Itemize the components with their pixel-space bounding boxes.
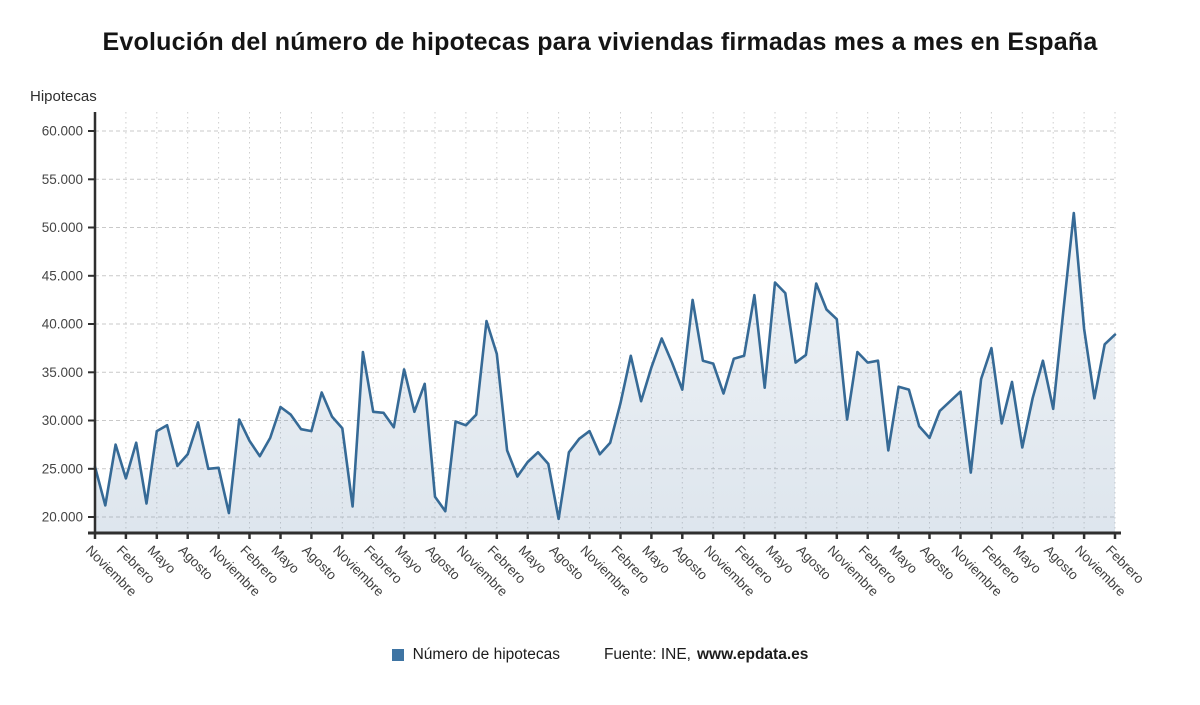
source-prefix: Fuente: INE, xyxy=(603,646,691,663)
svg-text:45.000: 45.000 xyxy=(42,268,83,283)
svg-text:30.000: 30.000 xyxy=(42,413,83,428)
page-title: Evolución del número de hipotecas para v… xyxy=(102,28,1098,56)
svg-text:55.000: 55.000 xyxy=(42,172,83,187)
source-note: Fuente: INE, www.epdata.es xyxy=(604,646,808,664)
svg-text:60.000: 60.000 xyxy=(42,124,83,139)
x-axis-labels: NoviembreFebreroMayoAgostoNoviembreFebre… xyxy=(83,543,1147,600)
legend-swatch-icon xyxy=(391,649,404,661)
svg-text:40.000: 40.000 xyxy=(42,317,83,332)
svg-text:25.000: 25.000 xyxy=(42,461,83,476)
y-axis-title: Hipotecas xyxy=(30,88,97,105)
legend-label: Número de hipotecas xyxy=(412,646,560,663)
area-fill xyxy=(95,213,1115,532)
svg-text:20.000: 20.000 xyxy=(42,510,83,525)
y-axis-labels: 20.000 25.000 30.000 35.000 40.000 45.000 50.0… xyxy=(42,124,83,525)
legend: Número de hipotecas xyxy=(391,646,560,664)
svg-text:35.000: 35.000 xyxy=(42,365,83,380)
chart-footer: Número de hipotecas Fuente: INE, www.epd… xyxy=(0,646,1200,664)
svg-text:50.000: 50.000 xyxy=(42,220,83,235)
source-url: www.epdata.es xyxy=(696,646,809,663)
data-line xyxy=(93,211,1117,521)
